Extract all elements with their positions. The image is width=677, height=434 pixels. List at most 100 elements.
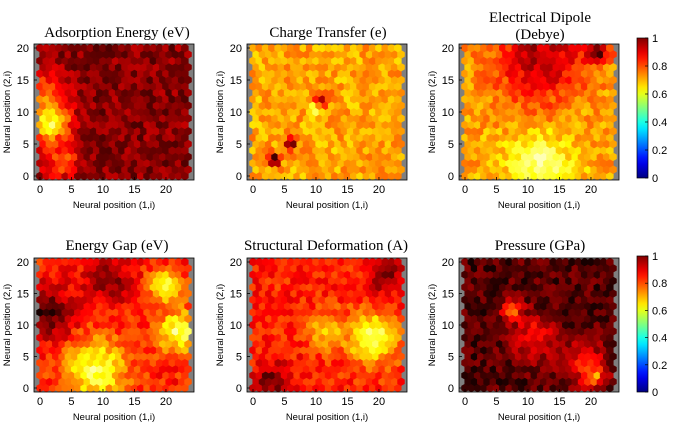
hex-cell: [517, 295, 526, 305]
hex-cell: [271, 314, 279, 323]
hex-cell: [264, 62, 273, 72]
hex-cell: [124, 282, 132, 292]
hex-cell: [521, 314, 529, 323]
hex-cell: [543, 383, 551, 393]
hex-cell: [127, 264, 136, 273]
hex-cell: [171, 75, 180, 85]
hex-cell: [39, 289, 47, 298]
hex-cell: [530, 133, 539, 142]
hex-cell: [67, 56, 76, 66]
hex-cell: [140, 301, 148, 311]
hex-cell: [609, 276, 617, 286]
hex-cell: [249, 295, 257, 305]
hex-cell: [181, 383, 189, 393]
hex-cell: [80, 371, 88, 380]
hex-cell: [177, 139, 186, 149]
hex-cell: [115, 301, 123, 311]
hex-cell: [381, 171, 390, 181]
hex-cell: [51, 165, 60, 174]
hex-cell: [477, 327, 485, 336]
hex-cell: [36, 120, 44, 130]
hex-cell: [168, 133, 177, 142]
hex-cell: [159, 377, 167, 386]
hex-cell: [368, 371, 377, 380]
hex-cell: [127, 289, 136, 298]
hex-cell: [181, 320, 189, 330]
hex-cell: [609, 114, 617, 123]
hex-cell: [96, 114, 104, 123]
hex-cell: [606, 171, 614, 181]
hex-cell: [346, 139, 355, 149]
hex-cell: [105, 345, 113, 355]
hex-cell: [171, 364, 180, 374]
hex-cell: [309, 50, 317, 59]
hex-cell: [552, 264, 561, 273]
hex-cell: [42, 333, 51, 342]
hex-cell: [499, 282, 507, 292]
hex-cell: [350, 69, 358, 78]
hex-cell: [137, 107, 145, 117]
hex-cell: [133, 301, 142, 311]
hex-cell: [111, 333, 120, 342]
hex-cell: [368, 107, 377, 117]
hex-cell: [571, 114, 579, 123]
hex-cell: [492, 383, 501, 393]
hex-cell: [159, 75, 167, 85]
hex-cell: [83, 50, 91, 59]
hex-cell: [461, 383, 469, 393]
hex-cell: [255, 320, 264, 330]
hex-cell: [334, 101, 342, 110]
hex-cell: [571, 126, 579, 136]
hex-cell: [359, 327, 367, 336]
hex-cell: [102, 339, 110, 349]
hex-cell: [499, 69, 507, 78]
hex-cell: [340, 289, 349, 298]
hex-cell: [105, 120, 114, 130]
hex-cell: [331, 345, 339, 355]
hex-cell: [476, 88, 485, 98]
hex-cell: [255, 345, 264, 355]
x-tick-label: 5: [493, 184, 499, 196]
hex-cell: [517, 257, 526, 267]
hex-cell: [130, 120, 139, 130]
hex-cell: [590, 314, 598, 323]
hex-cell: [70, 314, 79, 323]
hex-cell: [96, 101, 104, 110]
hex-cell: [337, 56, 345, 66]
hex-cell: [92, 146, 101, 155]
hex-cell: [99, 320, 107, 330]
hex-cell: [152, 101, 161, 110]
hex-cell: [502, 364, 510, 374]
hex-cell: [296, 377, 304, 386]
hex-cell: [99, 295, 107, 305]
hex-cell: [321, 314, 330, 323]
hex-cell: [574, 282, 583, 292]
hex-cell: [70, 264, 79, 273]
hex-cell: [277, 139, 286, 149]
hex-cell: [299, 308, 308, 317]
hex-cell: [577, 152, 586, 162]
hex-cell: [539, 165, 548, 174]
hex-cell: [378, 377, 386, 386]
hex-cell: [118, 120, 126, 130]
hex-cell: [302, 62, 311, 72]
hex-cell: [96, 62, 104, 72]
hex-cell: [146, 276, 154, 286]
hex-cell: [477, 289, 485, 298]
hex-cell: [165, 339, 173, 349]
hex-cell: [568, 383, 576, 393]
hex-cell: [293, 257, 301, 267]
hex-cell: [343, 257, 352, 267]
hex-cell: [114, 101, 123, 110]
hex-cell: [92, 282, 101, 292]
hex-cell: [574, 383, 583, 393]
hex-cell: [45, 301, 54, 311]
hex-cell: [80, 358, 88, 368]
hex-cell: [315, 314, 323, 323]
hex-cell: [130, 308, 139, 317]
hex-cell: [184, 165, 192, 174]
hex-cell: [124, 56, 132, 66]
hex-cell: [121, 352, 129, 361]
hex-cell: [495, 152, 504, 162]
hex-cell: [61, 282, 69, 292]
